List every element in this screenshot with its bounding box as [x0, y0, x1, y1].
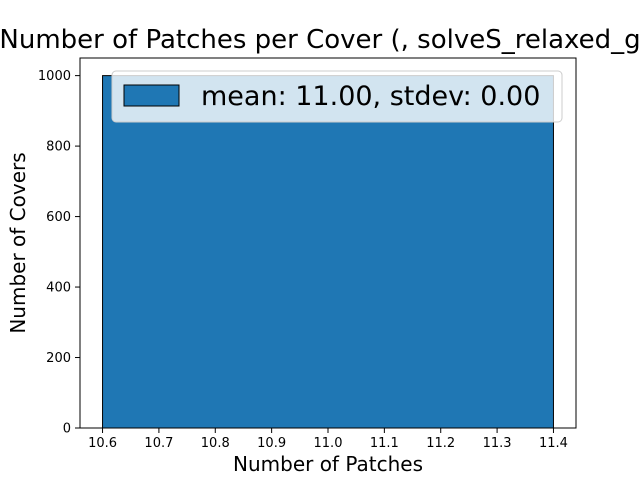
- x-tick-label: 10.9: [257, 436, 286, 451]
- x-tick-label: 10.7: [144, 436, 173, 451]
- y-tick-label: 600: [46, 210, 71, 225]
- legend-swatch: [123, 84, 180, 107]
- histogram-bar: [102, 75, 554, 429]
- y-tick-label: 1000: [38, 69, 71, 84]
- x-tick-label: 11.0: [314, 436, 343, 451]
- x-tick-label: 11.3: [483, 436, 512, 451]
- y-tick-label: 800: [46, 140, 71, 155]
- plot-frame: [79, 57, 577, 429]
- y-axis-label: Number of Covers: [6, 152, 30, 333]
- legend: mean: 11.00, stdev: 0.00: [111, 70, 563, 123]
- y-tick-label: 0: [63, 422, 71, 437]
- legend-label: mean: 11.00, stdev: 0.00: [201, 81, 540, 112]
- y-ticks: 0 200 400 600 800 1000: [38, 69, 80, 437]
- x-tick-label: 10.8: [201, 436, 230, 451]
- x-tick-label: 11.2: [426, 436, 455, 451]
- y-tick-label: 400: [46, 281, 71, 296]
- chart-title: Number of Patches per Cover (, solveS_re…: [0, 25, 640, 55]
- x-tick-label: 11.1: [370, 436, 399, 451]
- y-tick-label: 200: [46, 351, 71, 366]
- x-tick-label: 10.6: [88, 436, 117, 451]
- x-ticks: 10.6 10.7 10.8 10.9 11.0 11.1 11.2 11.3 11.4: [88, 428, 568, 451]
- x-axis-label: Number of Patches: [233, 452, 423, 476]
- bars-group: [102, 75, 554, 429]
- legend-box: [111, 70, 563, 123]
- x-tick-label: 11.4: [539, 436, 568, 451]
